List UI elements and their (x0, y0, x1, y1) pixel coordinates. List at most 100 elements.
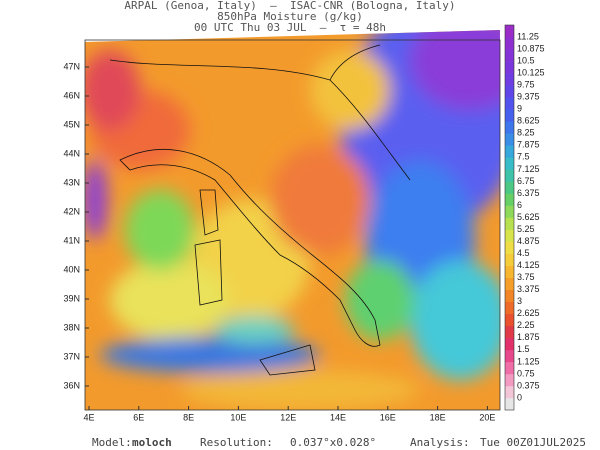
colorbar-bin (505, 73, 514, 86)
lon-label: 10E (230, 412, 246, 422)
colorbar-label: 8.625 (517, 116, 540, 126)
colorbar-label: 11.25 (517, 31, 539, 41)
footer-label: Analysis: (410, 436, 470, 449)
lat-label: 39N (63, 293, 80, 303)
colorbar-label: 10.875 (517, 43, 545, 53)
colorbar-bin (505, 97, 514, 110)
colorbar-bin (505, 265, 514, 278)
map-frame (84, 39, 501, 411)
colorbar-frame (504, 24, 515, 411)
colorbar-bin (505, 61, 514, 74)
colorbar-bin (505, 109, 514, 122)
moisture-field (85, 30, 500, 410)
lon-label: 16E (380, 412, 396, 422)
colorbar-bin (505, 301, 514, 315)
lon-axis: 4E 6E 8E 10E 12E 14E 16E 18E 20E (83, 406, 495, 422)
colorbar-bin (505, 229, 514, 242)
colorbar-bin (505, 85, 514, 98)
colorbar-bin (505, 241, 514, 254)
colorbar-label: 9 (517, 104, 522, 114)
footer-value: Tue 00Z01JUL2025 (480, 436, 586, 449)
lon-label: 8E (183, 412, 194, 422)
lat-label: 43N (63, 177, 80, 187)
footer-label: Resolution: (200, 436, 273, 449)
colorbar-bin (505, 373, 514, 387)
header-line: 850hPa Moisture (g/kg) (217, 10, 363, 23)
colorbar-label: 1.875 (517, 332, 540, 342)
colorbar-label: 0.375 (517, 380, 540, 390)
colorbar-label: 7.5 (517, 152, 530, 162)
lon-label: 6E (133, 412, 144, 422)
colorbar-label: 5.625 (517, 212, 540, 222)
colorbar-label: 10.5 (517, 55, 535, 65)
lon-label: 4E (83, 412, 94, 422)
footer-value: moloch (132, 436, 172, 449)
colorbar: 11.25 10.875 10.5 10.125 9.75 9.375 9 8.625 8.25… (504, 24, 545, 411)
colorbar-bin (505, 397, 514, 411)
lat-label: 41N (63, 235, 80, 245)
lon-label: 18E (430, 412, 446, 422)
colorbar-label: 7.125 (517, 164, 540, 174)
colorbar-bin (505, 25, 514, 38)
lat-label: 37N (63, 351, 80, 361)
colorbar-bin (505, 361, 514, 375)
lat-label: 46N (63, 90, 80, 100)
colorbar-label: 4.5 (517, 248, 530, 258)
colorbar-label: 6 (517, 200, 522, 210)
footer-label: Model: (92, 436, 132, 449)
colorbar-label: 7.875 (517, 140, 540, 150)
colorbar-bin (505, 325, 514, 339)
header-line: 00 UTC Thu 03 JUL – τ = 48h (194, 21, 386, 34)
colorbar-label: 4.125 (517, 260, 540, 270)
colorbar-label: 1.125 (517, 356, 540, 366)
lat-label: 44N (63, 148, 80, 158)
colorbar-label: 6.375 (517, 188, 540, 198)
lat-label: 38N (63, 322, 80, 332)
colorbar-label: 5.25 (517, 224, 535, 234)
colorbar-bin (505, 181, 514, 194)
colorbar-label: 3.75 (517, 272, 535, 282)
colorbar-bin (505, 49, 514, 62)
lat-label: 42N (63, 206, 80, 216)
coastline (109, 44, 411, 376)
lat-label: 36N (63, 380, 80, 390)
colorbar-bin (505, 145, 514, 158)
colorbar-bin (505, 217, 514, 230)
colorbar-bin (505, 253, 514, 266)
header-line: ARPAL (Genoa, Italy) – ISAC-CNR (Bologna… (124, 0, 455, 12)
colorbar-label: 3.375 (517, 284, 540, 294)
colorbar-bin (505, 349, 514, 363)
lat-label: 40N (63, 264, 80, 274)
colorbar-bin (505, 37, 514, 50)
lon-label: 20E (479, 412, 495, 422)
colorbar-label: 3 (517, 296, 522, 306)
lat-label: 45N (63, 119, 80, 129)
colorbar-label: 0 (517, 392, 522, 402)
colorbar-bin (505, 277, 514, 290)
lat-axis: 47N 46N 45N 44N 43N 42N 41N 40N 39N 38N 37N 36N (63, 61, 89, 390)
colorbar-bin (505, 205, 514, 218)
colorbar-label: 2.25 (517, 320, 535, 330)
footer-value: 0.037°x0.028° (290, 436, 376, 449)
lon-label: 12E (280, 412, 296, 422)
colorbar-label: 0.75 (517, 368, 535, 378)
colorbar-label: 4.875 (517, 236, 540, 246)
colorbar-label: 8.25 (517, 128, 535, 138)
colorbar-bin (505, 337, 514, 351)
colorbar-bin (505, 157, 514, 170)
colorbar-bin (505, 169, 514, 182)
colorbar-label: 1.5 (517, 344, 530, 354)
lon-label: 14E (330, 412, 346, 422)
colorbar-label: 9.375 (517, 92, 540, 102)
colorbar-bin (505, 289, 514, 303)
colorbar-bin (505, 385, 514, 399)
colorbar-label: 10.125 (517, 68, 545, 78)
colorbar-bin (505, 133, 514, 146)
colorbar-bin (505, 313, 514, 327)
lat-label: 47N (63, 61, 80, 71)
colorbar-bin (505, 193, 514, 206)
colorbar-label: 2.625 (517, 308, 540, 318)
colorbar-bin (505, 121, 514, 134)
colorbar-label: 9.75 (517, 80, 535, 90)
